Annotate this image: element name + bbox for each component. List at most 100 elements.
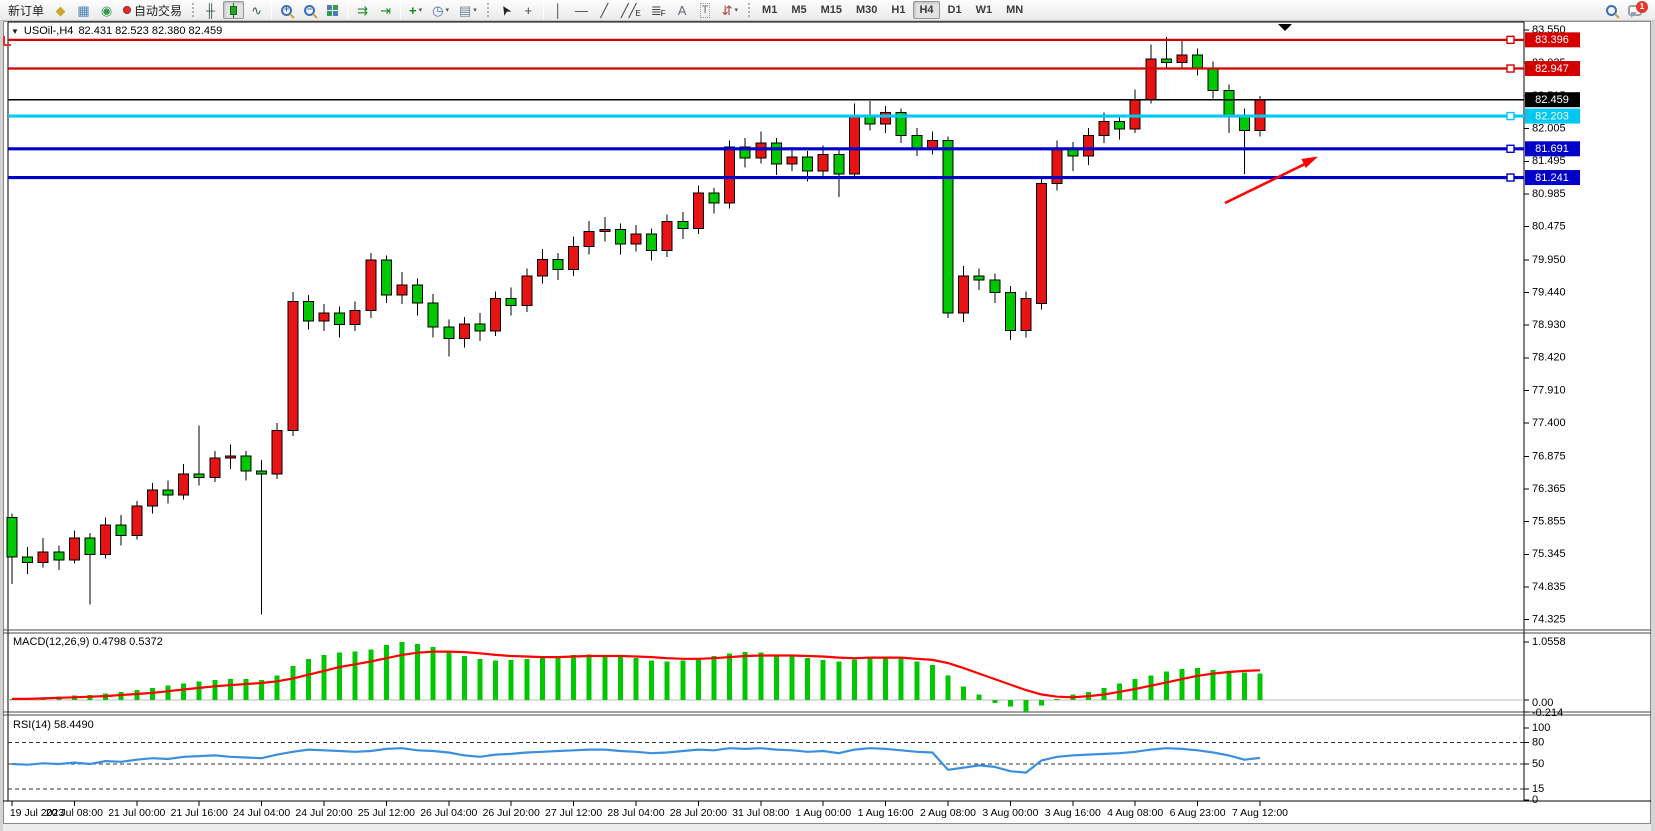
candle-down (474, 323, 486, 332)
price-line-handle[interactable] (1506, 111, 1515, 121)
timeframe-label: M15 (820, 4, 842, 16)
notifications-button[interactable]: 1 (1624, 0, 1648, 19)
zoom-out-button[interactable]: − (299, 1, 320, 19)
indicators-button[interactable]: + ▾ (405, 1, 426, 19)
candle-up (880, 111, 892, 125)
time-label: 7 Aug 12:00 (1232, 807, 1288, 819)
price-badge (1525, 170, 1580, 186)
timeframe-button-h4[interactable]: H4 (913, 1, 940, 19)
timeframe-button-m30[interactable]: M30 (850, 1, 883, 19)
rsi-axis-label: 80 (1532, 736, 1544, 748)
candle-down (739, 146, 751, 159)
timeframe-label: H4 (919, 4, 934, 16)
zoom-in-button[interactable]: + (276, 1, 297, 19)
timeframe-label: M1 (762, 4, 778, 16)
candle-up (536, 258, 548, 277)
candle-down (1207, 67, 1219, 92)
toolbar-separator (347, 1, 349, 19)
cursor-button[interactable]: ➤ (495, 1, 516, 19)
macd-axis-label: -0.214 (1532, 707, 1563, 719)
macd-histogram-bar (1179, 669, 1185, 700)
candle-down (646, 233, 658, 251)
macd-histogram-bar (290, 665, 296, 700)
candle-up (396, 284, 408, 296)
macd-signal-line (12, 650, 1261, 701)
navigator-icon[interactable]: ◉ (96, 1, 117, 19)
time-label: 28 Jul 20:00 (670, 807, 727, 819)
macd-histogram-bar (586, 654, 592, 700)
symbol-dropdown-icon[interactable]: ▼ (11, 26, 19, 36)
main-toolbar: 新订单 ◆ ▦ ◉ 自动交易 ╫ ∿ + − ⇉ ⇥ + ▾ ◷ ▾ ▤ ▾ ➤ + │ — ╱ ╱╱ E ≣ F A T ⇵ ▾ M1 M5… (0, 0, 1655, 21)
price-line-handle[interactable] (1506, 64, 1515, 73)
search-button[interactable] (1601, 1, 1622, 19)
trendline-button[interactable]: ╱ (594, 1, 615, 19)
time-label: 2 Aug 08:00 (920, 807, 976, 819)
price-line-handle[interactable] (1506, 144, 1515, 153)
fibonacci-button[interactable]: ≣ F (650, 2, 666, 19)
arrow-annotation-head[interactable] (1301, 156, 1318, 169)
timeframe-button-mn[interactable]: MN (1000, 1, 1029, 19)
candlestick-button[interactable] (223, 1, 245, 19)
candle-down (911, 134, 923, 149)
chart-shift-marker[interactable] (1278, 24, 1292, 31)
candle-up (1129, 99, 1141, 130)
time-label: 25 Jul 12:00 (358, 807, 415, 819)
macd-histogram-bar (945, 675, 951, 700)
macd-histogram-bar (695, 658, 701, 700)
price-badge-label: 82.203 (1535, 110, 1569, 122)
chart-shift-button-glyph: ⇥ (380, 2, 391, 18)
chart-shift-button[interactable]: ⇥ (375, 1, 396, 19)
candle-down (1238, 115, 1250, 131)
price-tick-label: 80.985 (1532, 188, 1566, 200)
tile-windows-button[interactable] (322, 1, 343, 19)
candle-down (1067, 148, 1079, 157)
timeframe-button-w1[interactable]: W1 (970, 1, 999, 19)
timeframe-button-m15[interactable]: M15 (815, 1, 848, 19)
trendline-button-glyph: ╱ (600, 2, 609, 18)
candle-up (1020, 297, 1032, 331)
market-watch-icon[interactable]: ▦ (73, 1, 94, 19)
price-tick-label: 79.950 (1532, 254, 1566, 266)
label-button[interactable]: T (695, 1, 716, 19)
macd-histogram-bar (368, 649, 374, 700)
arrow-annotation[interactable] (1224, 161, 1308, 205)
price-line-handle[interactable] (1506, 173, 1515, 182)
horizontal-line-button-glyph: — (574, 2, 588, 18)
candlestick-icon (230, 2, 238, 18)
line-chart-button[interactable]: ∿ (246, 1, 267, 19)
bar-chart-button[interactable]: ╫ (200, 1, 221, 19)
macd-histogram-bar (165, 685, 171, 700)
time-label: 27 Jul 12:00 (545, 807, 602, 819)
new-chart-icon[interactable]: ◆ (50, 1, 71, 19)
crosshair-button[interactable]: + (518, 1, 539, 19)
timeframe-button-m5[interactable]: M5 (785, 1, 812, 19)
candle-down (802, 156, 814, 172)
horizontal-line-button[interactable]: — (571, 1, 592, 19)
toolbar-drag-handle (747, 2, 752, 18)
price-line-handle[interactable] (1506, 35, 1515, 45)
time-label: 3 Aug 00:00 (982, 807, 1038, 819)
arrows-button[interactable]: ⇵ ▾ (718, 1, 742, 19)
macd-histogram-bar (742, 652, 748, 700)
candle-down (942, 140, 954, 314)
macd-histogram-bar (680, 660, 686, 700)
text-button[interactable]: A (672, 1, 693, 19)
templates-button[interactable]: ▤ ▾ (455, 1, 481, 19)
auto-scroll-button[interactable]: ⇉ (352, 1, 373, 19)
timeframe-button-d1[interactable]: D1 (942, 1, 968, 19)
vertical-line-button[interactable]: │ (548, 1, 569, 19)
timeframe-button-h1[interactable]: H1 (885, 1, 911, 19)
timeframe-button-m1[interactable]: M1 (756, 1, 783, 19)
toolbar-drag-handle (485, 2, 490, 18)
new-order-button[interactable]: 新订单 (4, 1, 48, 19)
one-click-trading-marker[interactable] (3, 36, 11, 46)
macd-histogram-bar (227, 679, 233, 700)
autotrading-button[interactable]: 自动交易 (119, 1, 186, 19)
candle-down (895, 111, 907, 136)
channel-button[interactable]: ╱╱ E (620, 2, 641, 19)
timeframe-label: D1 (947, 4, 962, 16)
candle-up (365, 259, 377, 312)
periods-button[interactable]: ◷ ▾ (428, 1, 453, 19)
market-watch-icon-glyph: ▦ (77, 2, 90, 18)
time-label: 26 Jul 04:00 (420, 807, 477, 819)
